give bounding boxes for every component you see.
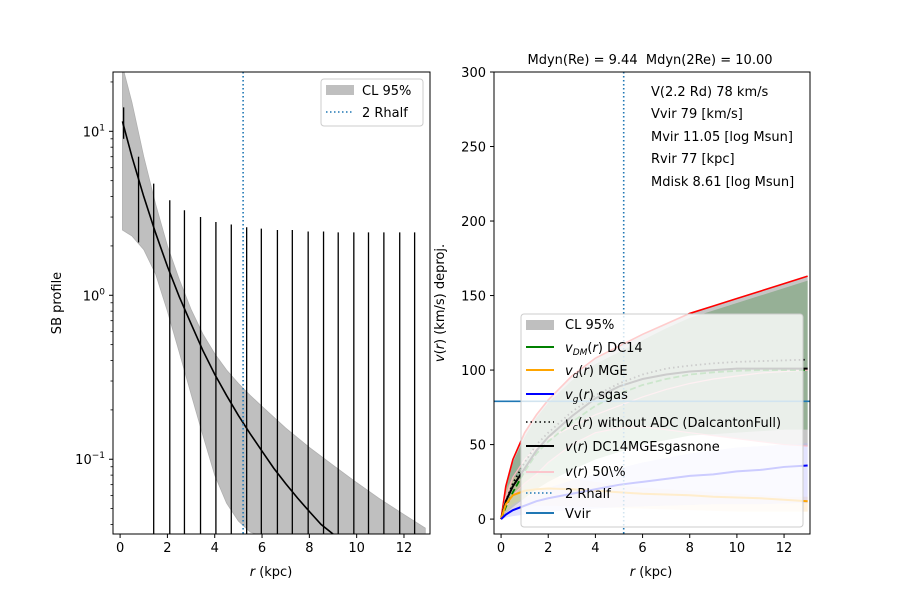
annotation-vvir: Vvir 79 [km/s] — [651, 107, 743, 122]
sb-x-tick-label: 10 — [348, 541, 365, 556]
rc-legend-cl95-label: CL 95% — [565, 318, 614, 333]
rc-legend-vdm-label: vDM(r) DC14 — [565, 341, 643, 358]
annotation-rvir: Rvir 77 [kpc] — [651, 152, 735, 167]
rc-annotations: V(2.2 Rd) 78 km/s Vvir 79 [km/s] Mvir 11… — [651, 85, 794, 190]
sb-y-ticks: 101 100 10−1 — [75, 81, 113, 525]
rc-legend-rhalf-label: 2 Rhalf — [565, 487, 611, 502]
rc-x-ticks: 0 2 4 6 8 10 12 — [497, 534, 792, 556]
annotation-v22rd: V(2.2 Rd) 78 km/s — [651, 85, 769, 100]
rc-legend-vvir-label: Vvir — [565, 507, 591, 522]
rc-y-tick-label: 0 — [478, 513, 486, 528]
sb-x-tick-label: 2 — [163, 541, 171, 556]
rc-y-tick-label: 250 — [461, 141, 486, 156]
rc-y-tick-label: 100 — [461, 364, 486, 379]
rc-legend-v50-label: v(r) 50\% — [565, 465, 626, 480]
sb-y-tick-label: 10−1 — [75, 451, 105, 468]
rc-axes-frame — [493, 71, 811, 535]
sb-legend: CL 95% 2 Rhalf — [320, 78, 424, 127]
sb-legend-cl95-label: CL 95% — [362, 84, 411, 99]
rc-x-tick-label: 6 — [638, 541, 646, 556]
sb-cl95-band — [122, 72, 426, 534]
rc-y-axis-label: v(r) (km/s) deproj. — [433, 244, 448, 362]
rc-x-axis-label: r (kpc) — [630, 565, 673, 580]
rc-legend-vtot-label: v(r) DC14MGEsgasnone — [565, 440, 720, 455]
sb-x-ticks: 0 2 4 6 8 10 12 — [116, 534, 412, 556]
rc-legend-vc-label: vc(r) without ADC (DalcantonFull) — [565, 416, 781, 433]
sb-model-line — [121, 121, 335, 534]
rc-y-ticks: 0 50 100 150 200 250 300 — [461, 66, 494, 528]
annotation-mvir: Mvir 11.05 [log Msun] — [651, 130, 793, 145]
rc-x-tick-label: 2 — [544, 541, 552, 556]
rc-y-tick-label: 200 — [461, 215, 486, 230]
rc-x-tick-label: 10 — [729, 541, 746, 556]
rc-legend-vg-label: vg(r) sgas — [565, 388, 628, 405]
sb-legend-rhalf-label: 2 Rhalf — [362, 106, 408, 121]
sb-y-tick-label: 101 — [83, 123, 105, 140]
rc-x-tick-label: 12 — [776, 541, 793, 556]
sb-x-tick-label: 4 — [211, 541, 219, 556]
rc-title: Mdyn(Re) = 9.44 Mdyn(2Re) = 10.00 — [528, 53, 773, 68]
rc-x-tick-label: 0 — [497, 541, 505, 556]
sb-x-tick-label: 12 — [396, 541, 413, 556]
sb-x-axis-label: r (kpc) — [250, 565, 293, 580]
rc-y-tick-label: 150 — [461, 290, 486, 305]
sb-x-tick-label: 6 — [258, 541, 266, 556]
sb-y-axis-label: SB profile — [50, 272, 65, 334]
sb-plot-area — [121, 72, 426, 534]
rc-x-tick-label: 8 — [686, 541, 694, 556]
sb-legend-cl95-swatch — [326, 85, 354, 95]
rc-legend-cl95-swatch — [526, 320, 554, 330]
sb-x-tick-label: 8 — [305, 541, 313, 556]
rc-legend-box — [520, 313, 804, 528]
sb-y-tick-label: 100 — [83, 287, 106, 304]
rc-y-tick-label: 50 — [469, 439, 486, 454]
rc-legend-vd-label: vd(r) MGE — [565, 364, 628, 381]
rc-x-tick-label: 4 — [591, 541, 599, 556]
sb-x-tick-label: 0 — [116, 541, 124, 556]
rc-legend: CL 95% vDM(r) DC14 vd(r) MGE vg(r) sgas … — [520, 313, 804, 528]
rc-y-tick-label: 300 — [461, 66, 486, 81]
rotation-curve-panel: 0 2 4 6 8 10 12 0 50 100 150 200 250 300 Mdyn(Re) = … — [433, 53, 811, 580]
annotation-mdisk: Mdisk 8.61 [log Msun] — [651, 175, 794, 190]
